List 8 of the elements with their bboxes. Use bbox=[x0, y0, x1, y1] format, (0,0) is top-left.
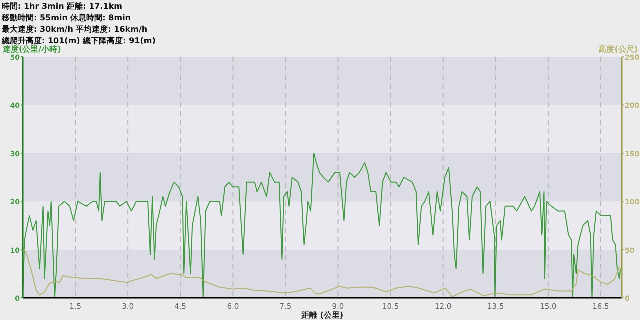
text: 總爬升高度: 101(m) 總下降高度: 91(m) bbox=[1, 36, 156, 46]
text: 移動時間: 55min 休息時間: 8min bbox=[1, 14, 132, 22]
text: 時間: 1hr 3min 距離: 17.1km bbox=[2, 2, 122, 11]
y-axis-title: 速度(公里/小時) bbox=[3, 44, 62, 54]
y2-axis-title: 高度(公尺) bbox=[598, 44, 638, 54]
text: 最大速度: 30km/h 平均速度: 16km/h bbox=[1, 24, 148, 34]
x-axis-title: 距離 (公里) bbox=[300, 311, 344, 320]
line-series bbox=[22, 246, 622, 298]
